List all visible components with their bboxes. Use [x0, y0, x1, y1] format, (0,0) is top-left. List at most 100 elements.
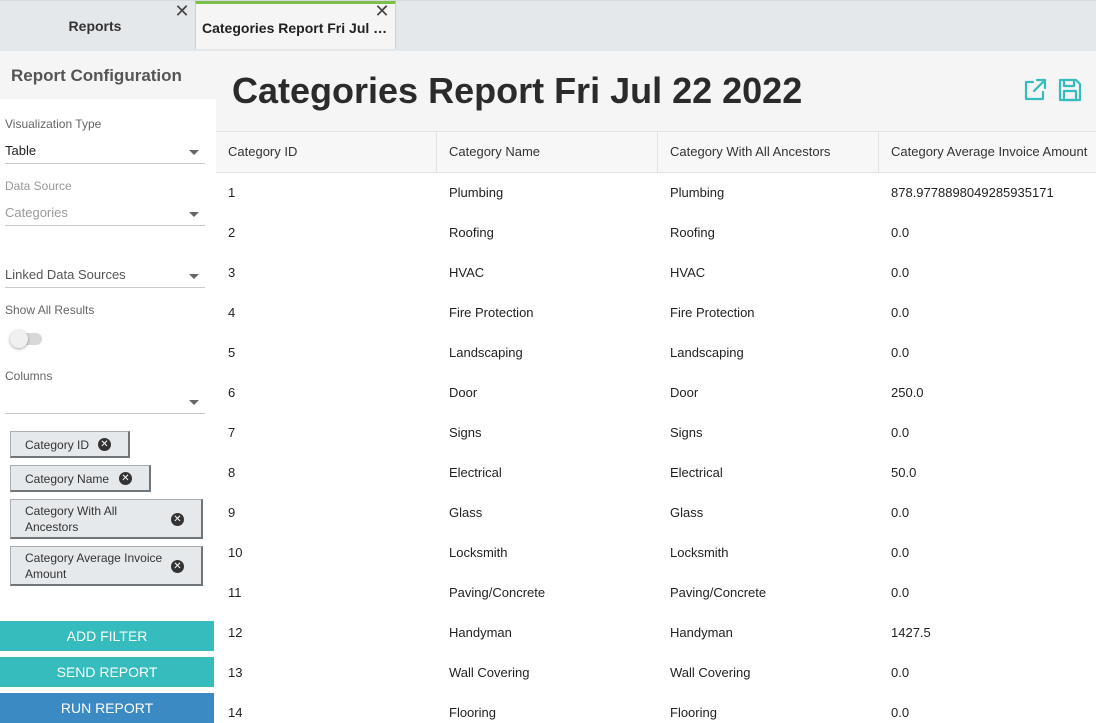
data-source-select[interactable]: Categories: [5, 200, 205, 226]
tab-categories-report[interactable]: Categories Report Fri Jul 22 2022 ✕: [195, 1, 396, 49]
table-cell: Fire Protection: [670, 305, 755, 320]
table-cell: 14: [228, 705, 243, 720]
table-row: 3 HVAC HVAC 0.0: [216, 253, 1096, 293]
show-all-results-label: Show All Results: [5, 303, 95, 317]
table-cell: 5: [228, 345, 236, 360]
table-cell: 0.0: [891, 665, 910, 680]
table-cell: Plumbing: [670, 185, 725, 200]
column-chip-category-average-invoice-amount: Category Average Invoice Amount ✕: [10, 546, 203, 586]
table-row: 8 Electrical Electrical 50.0: [216, 453, 1096, 493]
table-cell: Roofing: [670, 225, 715, 240]
column-header[interactable]: Category With All Ancestors: [658, 132, 879, 173]
table-cell: 0.0: [891, 305, 910, 320]
table-cell: 0.0: [891, 545, 910, 560]
table-row: 11 Paving/Concrete Paving/Concrete 0.0: [216, 573, 1096, 613]
table-cell: HVAC: [449, 265, 485, 280]
run-report-button[interactable]: RUN REPORT: [0, 693, 214, 723]
linked-data-sources-placeholder: Linked Data Sources: [5, 267, 126, 282]
table-cell: Glass: [449, 505, 483, 520]
table-row: 1 Plumbing Plumbing 878.9778898049285935171: [216, 173, 1096, 213]
table-cell: 4: [228, 305, 236, 320]
table-cell: 1427.5: [891, 625, 931, 640]
table-cell: Locksmith: [449, 545, 508, 560]
table-cell: Glass: [670, 505, 704, 520]
sidebar-title: Report Configuration: [11, 66, 182, 85]
chevron-down-icon: [189, 400, 199, 405]
table-cell: Handyman: [670, 625, 733, 640]
show-all-results-toggle[interactable]: [10, 330, 42, 348]
table-cell: Paving/Concrete: [670, 585, 767, 600]
table-cell: Paving/Concrete: [449, 585, 546, 600]
save-icon[interactable]: [1057, 77, 1083, 103]
table-row: 7 Signs Signs 0.0: [216, 413, 1096, 453]
report-title: Categories Report Fri Jul 22 2022: [232, 70, 803, 111]
sidebar-header: Report Configuration: [0, 51, 216, 99]
table-cell: Locksmith: [670, 545, 729, 560]
table-cell: 3: [228, 265, 236, 280]
column-chip-category-with-all-ancestors: Category With All Ancestors ✕: [10, 499, 203, 539]
linked-data-sources-select[interactable]: Linked Data Sources: [5, 262, 205, 288]
table-cell: 13: [228, 665, 243, 680]
table-cell: 9: [228, 505, 236, 520]
visualization-type-value: Table: [5, 143, 37, 158]
table-cell: Fire Protection: [449, 305, 534, 320]
send-report-button[interactable]: SEND REPORT: [0, 657, 214, 687]
table-cell: Landscaping: [670, 345, 744, 360]
table-row: 12 Handyman Handyman 1427.5: [216, 613, 1096, 653]
remove-chip-icon[interactable]: ✕: [171, 513, 184, 526]
table-cell: Flooring: [449, 705, 496, 720]
remove-chip-icon[interactable]: ✕: [98, 438, 111, 451]
chevron-down-icon: [189, 274, 199, 279]
table-cell: Wall Covering: [670, 665, 751, 680]
table-cell: 2: [228, 225, 236, 240]
tab-reports[interactable]: Reports ✕: [0, 1, 194, 52]
data-source-value: Categories: [5, 205, 68, 220]
data-source-label: Data Source: [5, 179, 72, 193]
report-table: Category ID Category Name Category With …: [216, 131, 1096, 723]
toggle-knob: [10, 330, 28, 348]
table-cell: 8: [228, 465, 236, 480]
table-cell: Signs: [449, 425, 482, 440]
table-row: 5 Landscaping Landscaping 0.0: [216, 333, 1096, 373]
table-row: 10 Locksmith Locksmith 0.0: [216, 533, 1096, 573]
close-icon[interactable]: ✕: [374, 1, 390, 21]
column-chip-category-name: Category Name ✕: [10, 465, 151, 492]
table-cell: Plumbing: [449, 185, 504, 200]
table-row: 9 Glass Glass 0.0: [216, 493, 1096, 533]
table-row: 4 Fire Protection Fire Protection 0.0: [216, 293, 1096, 333]
remove-chip-icon[interactable]: ✕: [171, 560, 184, 573]
table-cell: 6: [228, 385, 236, 400]
table-cell: Handyman: [449, 625, 512, 640]
table-cell: 11: [228, 585, 242, 600]
chip-label: Category Average Invoice Amount: [25, 551, 163, 581]
chip-label: Category ID: [25, 438, 90, 452]
columns-select[interactable]: [5, 388, 205, 414]
remove-chip-icon[interactable]: ✕: [119, 472, 132, 485]
table-cell: 0.0: [891, 705, 910, 720]
table-cell: 1: [228, 185, 236, 200]
table-cell: Roofing: [449, 225, 494, 240]
table-cell: 7: [228, 425, 236, 440]
table-cell: 0.0: [891, 425, 910, 440]
columns-label: Columns: [5, 369, 53, 383]
table-cell: 10: [228, 545, 243, 560]
column-header[interactable]: Category Name: [437, 132, 658, 173]
column-header[interactable]: Category Average Invoice Amount: [891, 144, 1088, 159]
tab-label: Reports: [68, 18, 122, 34]
table-cell: 0.0: [891, 345, 910, 360]
table-cell: HVAC: [670, 265, 706, 280]
external-link-icon[interactable]: [1022, 77, 1048, 103]
table-cell: 0.0: [891, 505, 910, 520]
table-cell: Electrical: [670, 465, 723, 480]
table-body: 1 Plumbing Plumbing 878.9778898049285935171…: [216, 173, 1096, 723]
chevron-down-icon: [189, 212, 199, 217]
visualization-type-select[interactable]: Table: [5, 138, 205, 164]
table-cell: 0.0: [891, 585, 910, 600]
column-header[interactable]: Category ID: [216, 132, 437, 173]
table-cell: 878.9778898049285935171: [891, 185, 1054, 200]
add-filter-button[interactable]: ADD FILTER: [0, 621, 214, 651]
table-cell: Signs: [670, 425, 703, 440]
table-cell: Electrical: [449, 465, 502, 480]
table-cell: 0.0: [891, 225, 910, 240]
close-icon[interactable]: ✕: [174, 1, 190, 21]
